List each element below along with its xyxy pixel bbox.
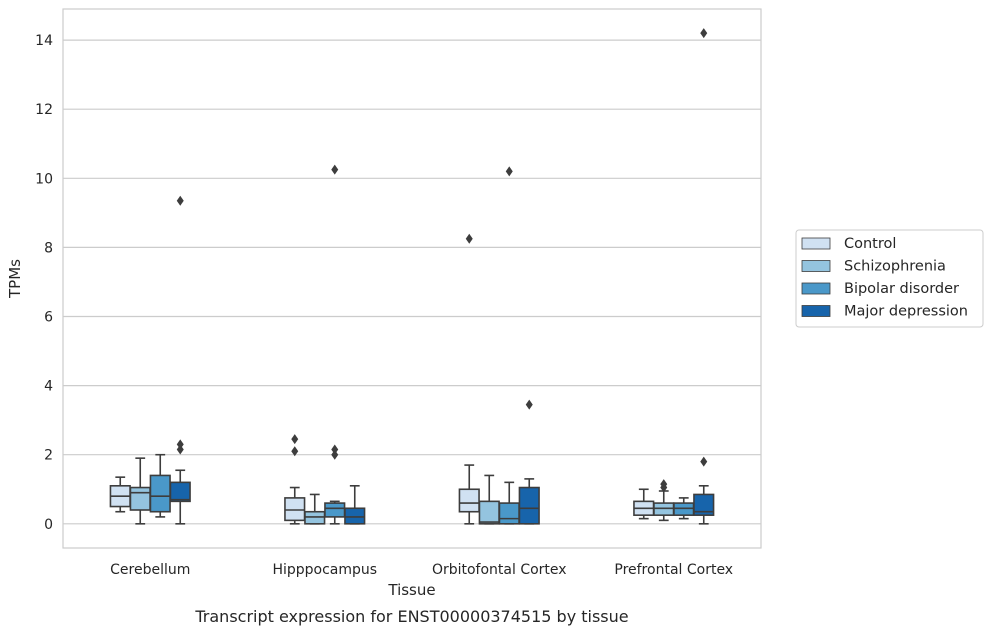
box-iqr <box>693 493 715 516</box>
y-axis-title: TPMs <box>6 259 24 299</box>
outlier-point <box>660 479 668 490</box>
outlier-point <box>176 439 184 450</box>
legend-item[interactable]: Control <box>801 236 896 252</box>
box-iqr <box>324 502 346 518</box>
box-iqr <box>673 502 695 516</box>
y-gridlines <box>63 39 761 525</box>
box-group <box>458 166 540 525</box>
outlier-point <box>176 444 184 455</box>
x-tick-label: Cerebellum <box>110 562 190 578</box>
x-tick-label: Prefrontal Cortex <box>614 562 733 578</box>
outlier-point <box>700 28 708 39</box>
outlier-point <box>331 164 339 175</box>
y-tick-label: 10 <box>35 171 53 187</box>
legend-label: Schizophrenia <box>844 259 946 275</box>
outlier-point <box>291 434 299 445</box>
outlier-point <box>465 233 473 244</box>
legend[interactable]: Control Schizophrenia Bipolar disorder Majo… <box>795 229 984 328</box>
box <box>149 453 171 518</box>
outlier-point <box>700 456 708 467</box>
legend-item[interactable]: Schizophrenia <box>801 259 946 275</box>
legend-swatch <box>801 305 831 317</box>
chart-caption: Transcript expression for ENST0000037451… <box>194 607 628 626</box>
outlier-point <box>291 446 299 457</box>
box <box>109 476 131 513</box>
box <box>633 488 655 520</box>
plot-area-frame <box>62 8 762 549</box>
legend-item[interactable]: Bipolar disorder <box>801 281 959 297</box>
outlier-point <box>331 444 339 455</box>
box <box>344 485 366 525</box>
box <box>284 434 306 525</box>
y-tick-label: 14 <box>35 33 53 49</box>
legend-label: Control <box>844 236 896 252</box>
box <box>693 28 715 525</box>
y-tick-labels: 0 2 4 6 8 10 12 14 <box>35 33 53 533</box>
box <box>129 457 151 525</box>
y-tick-label: 2 <box>44 448 53 464</box>
box <box>304 493 326 525</box>
box <box>478 474 500 525</box>
box <box>518 399 540 525</box>
x-tick-labels: Cerebellum Hipppocampus Orbitofontal Corte… <box>110 562 733 578</box>
legend-item[interactable]: Major depression <box>801 304 968 320</box>
box-iqr <box>458 488 480 513</box>
legend-label: Bipolar disorder <box>844 281 959 297</box>
x-tick-label: Orbitofontal Cortex <box>432 562 567 578</box>
box-iqr <box>129 486 151 511</box>
y-tick-label: 8 <box>44 240 53 256</box>
box-iqr <box>169 481 191 503</box>
outlier-point <box>525 399 533 410</box>
legend-swatch <box>801 237 831 250</box>
x-tick-label: Hipppocampus <box>272 562 377 578</box>
box <box>169 195 191 525</box>
y-tick-label: 6 <box>44 310 53 326</box>
box-groups <box>109 28 715 525</box>
box <box>498 166 520 525</box>
box-group <box>284 164 366 525</box>
x-axis-title: Tissue <box>387 581 435 599</box>
y-tick-label: 12 <box>35 102 53 118</box>
box <box>673 497 695 520</box>
outlier-point <box>505 166 513 177</box>
box-iqr <box>304 510 326 525</box>
box-iqr <box>284 497 306 522</box>
box-iqr <box>344 507 366 525</box>
box-group <box>633 28 715 525</box>
box-group <box>109 195 191 525</box>
box-iqr <box>478 500 500 525</box>
legend-label: Major depression <box>844 304 968 320</box>
box-iqr <box>498 502 520 525</box>
box-iqr <box>518 486 540 525</box>
box <box>458 233 480 525</box>
y-tick-label: 0 <box>44 517 53 533</box>
box-iqr <box>149 474 171 513</box>
outlier-point <box>331 449 339 460</box>
box <box>653 479 675 522</box>
y-tick-label: 4 <box>44 379 53 395</box>
legend-frame <box>795 229 984 328</box>
outlier-point <box>176 195 184 206</box>
legend-swatch <box>801 260 831 272</box>
box <box>324 164 346 525</box>
box-iqr <box>653 502 675 516</box>
legend-swatch <box>801 282 831 295</box>
